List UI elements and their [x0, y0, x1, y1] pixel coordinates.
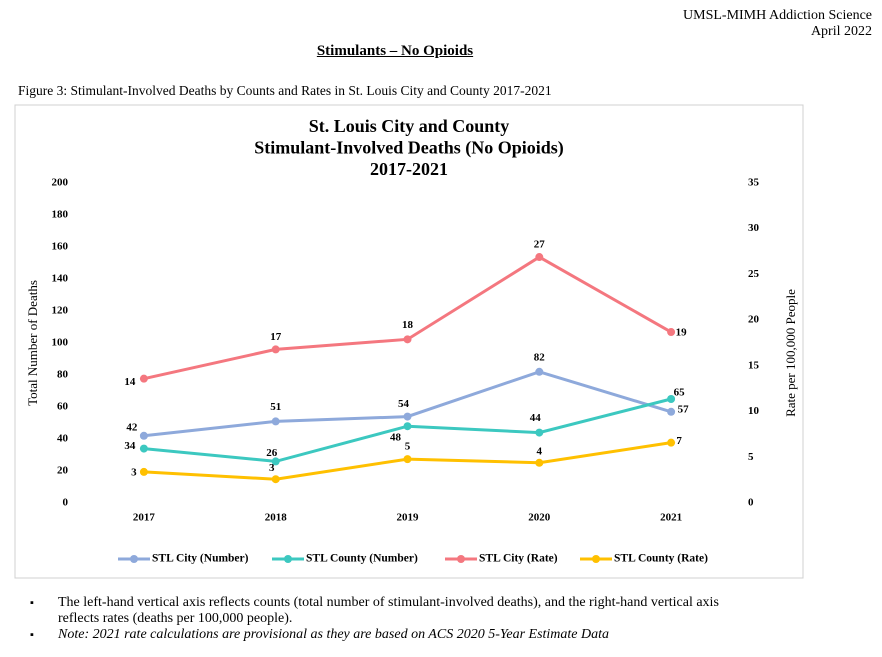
x-tick-label: 2019 — [397, 512, 420, 524]
point — [403, 455, 412, 464]
note: The left-hand vertical axis reflects cou… — [30, 595, 730, 627]
data-label: 57 — [678, 403, 690, 415]
legend-label: STL County (Number) — [306, 553, 418, 565]
legend-marker — [457, 555, 465, 563]
x-tick-label: 2020 — [528, 512, 551, 524]
point — [667, 438, 676, 447]
y-tick-label: 0 — [63, 497, 69, 509]
header-date: April 2022 — [810, 24, 872, 39]
y-tick-label: 160 — [52, 241, 69, 253]
y2-tick-label: 35 — [748, 177, 760, 189]
y-tick-label: 40 — [57, 433, 69, 445]
point — [271, 475, 280, 484]
data-label: 17 — [270, 331, 282, 343]
y2-tick-label: 0 — [748, 497, 754, 509]
data-label: 48 — [390, 432, 402, 444]
chart-title: 2017-2021 — [370, 159, 448, 179]
data-label: 82 — [534, 351, 546, 363]
data-label: 18 — [402, 319, 414, 331]
x-tick-label: 2021 — [660, 512, 682, 524]
header: UMSL-MIMH Addiction Science April 2022 — [683, 8, 872, 40]
chart-title: St. Louis City and County — [309, 116, 510, 136]
y-tick-label: 180 — [52, 209, 69, 221]
data-label: 5 — [405, 441, 411, 453]
x-tick-label: 2017 — [133, 512, 156, 524]
point — [535, 253, 544, 262]
legend-marker — [284, 555, 292, 563]
legend-marker — [592, 555, 600, 563]
chart-frame — [14, 104, 804, 579]
y-tick-label: 20 — [57, 465, 69, 477]
chart-title: Stimulant-Involved Deaths (No Opioids) — [254, 138, 564, 159]
point — [667, 328, 676, 337]
y2-tick-label: 20 — [748, 314, 760, 326]
point — [535, 367, 544, 376]
legend-label: STL City (Number) — [152, 553, 249, 565]
x-tick-label: 2018 — [265, 512, 288, 524]
point — [667, 407, 676, 416]
section-title: Stimulants – No Opioids — [316, 43, 474, 59]
y-tick-label: 60 — [57, 401, 69, 413]
y2-tick-label: 10 — [748, 405, 760, 417]
y-tick-label: 140 — [52, 273, 69, 285]
series-line — [143, 255, 672, 381]
data-label: 51 — [270, 401, 281, 413]
data-label: 42 — [126, 421, 138, 433]
y-tick-label: 80 — [57, 369, 69, 381]
data-label: 65 — [674, 387, 686, 399]
y-tick-label: 120 — [52, 305, 69, 317]
y2-tick-label: 15 — [748, 359, 760, 371]
legend-label: STL City (Rate) — [479, 553, 558, 565]
data-label: 7 — [676, 435, 682, 447]
y-tick-label: 200 — [52, 177, 69, 189]
legend-marker — [130, 555, 138, 563]
point — [271, 345, 280, 354]
data-label: 26 — [266, 447, 278, 459]
legend-label: STL County (Rate) — [614, 553, 708, 565]
point — [403, 335, 412, 344]
note: Note: 2021 rate calculations are provisi… — [30, 627, 730, 643]
data-label: 44 — [530, 412, 542, 424]
point — [139, 374, 148, 383]
point — [535, 428, 544, 437]
point — [139, 431, 148, 440]
y2-tick-label: 30 — [748, 222, 760, 234]
data-label: 4 — [537, 445, 543, 457]
y2-tick-label: 25 — [748, 268, 760, 280]
data-label: 27 — [534, 239, 546, 251]
data-label: 54 — [398, 398, 410, 410]
figure-caption: Figure 3: Stimulant-Involved Deaths by C… — [18, 83, 552, 98]
data-label: 3 — [131, 466, 137, 478]
data-label: 3 — [269, 462, 275, 474]
y2-tick-label: 5 — [748, 451, 754, 463]
y-axis-label: Total Number of Deaths — [25, 280, 40, 406]
point — [139, 444, 148, 453]
y2-axis-label: Rate per 100,000 People — [783, 289, 798, 417]
point — [403, 422, 412, 431]
point — [139, 467, 148, 476]
data-label: 19 — [676, 327, 688, 339]
notes: The left-hand vertical axis reflects cou… — [30, 595, 730, 643]
point — [535, 458, 544, 467]
data-label: 34 — [124, 440, 136, 452]
point — [667, 395, 676, 403]
point — [271, 457, 280, 466]
point — [403, 412, 412, 421]
point — [271, 417, 280, 426]
header-org: UMSL-MIMH Addiction Science — [683, 8, 872, 23]
data-label: 14 — [124, 376, 136, 388]
y-tick-label: 100 — [52, 337, 69, 349]
